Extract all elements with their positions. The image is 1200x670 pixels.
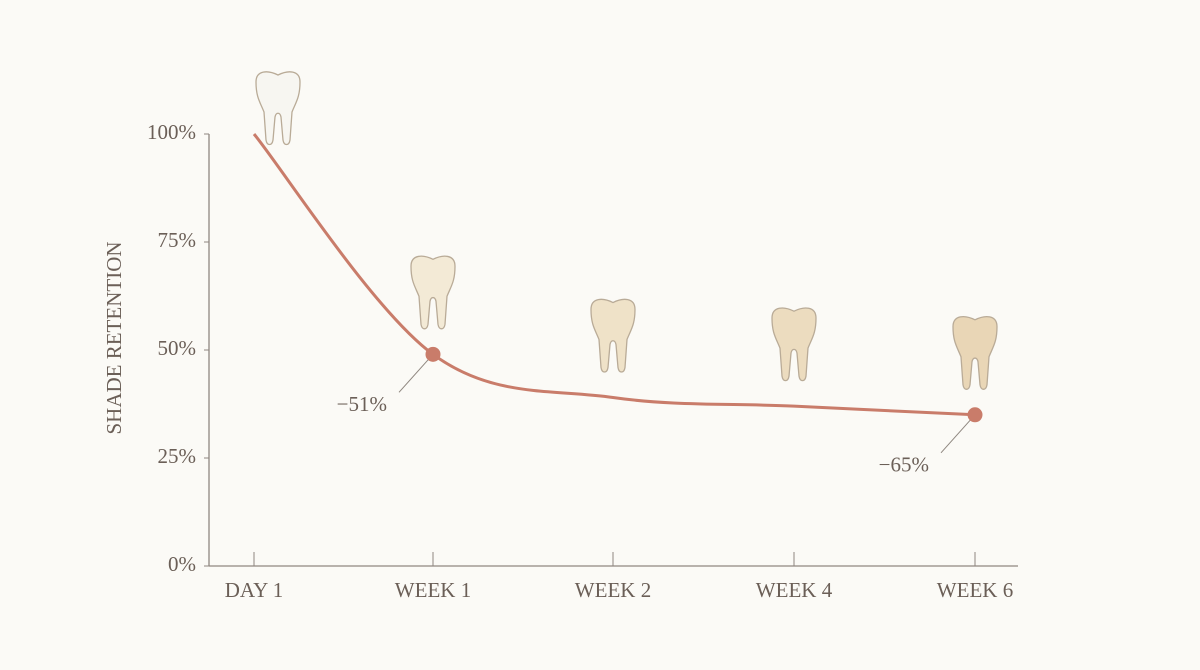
y-tick-label: 100% <box>147 120 196 144</box>
y-tick-label: 50% <box>158 336 197 360</box>
x-tick-label: WEEK 4 <box>756 578 833 602</box>
x-tick-label: WEEK 2 <box>575 578 651 602</box>
x-tick-label: WEEK 1 <box>395 578 471 602</box>
y-tick-label: 25% <box>158 444 197 468</box>
tooth-icon <box>255 71 301 146</box>
line <box>252 133 976 417</box>
x-tick-label: WEEK 6 <box>937 578 1013 602</box>
tooth-icon <box>410 255 456 330</box>
tooth-icon <box>952 316 998 390</box>
y-tick-label: 75% <box>158 228 197 252</box>
point <box>967 407 983 423</box>
y-axis-label: SHADE RETENTION <box>102 241 126 434</box>
x-tick-label: DAY 1 <box>225 578 284 602</box>
tooth-icon <box>771 307 817 382</box>
y-tick-label: 0% <box>168 552 196 576</box>
tooth-icon <box>590 298 636 373</box>
annotation-leader <box>940 414 976 454</box>
annotation: −65% <box>879 453 929 477</box>
annotation-leader <box>398 353 434 393</box>
annotation: −51% <box>337 392 387 416</box>
point <box>425 346 441 362</box>
